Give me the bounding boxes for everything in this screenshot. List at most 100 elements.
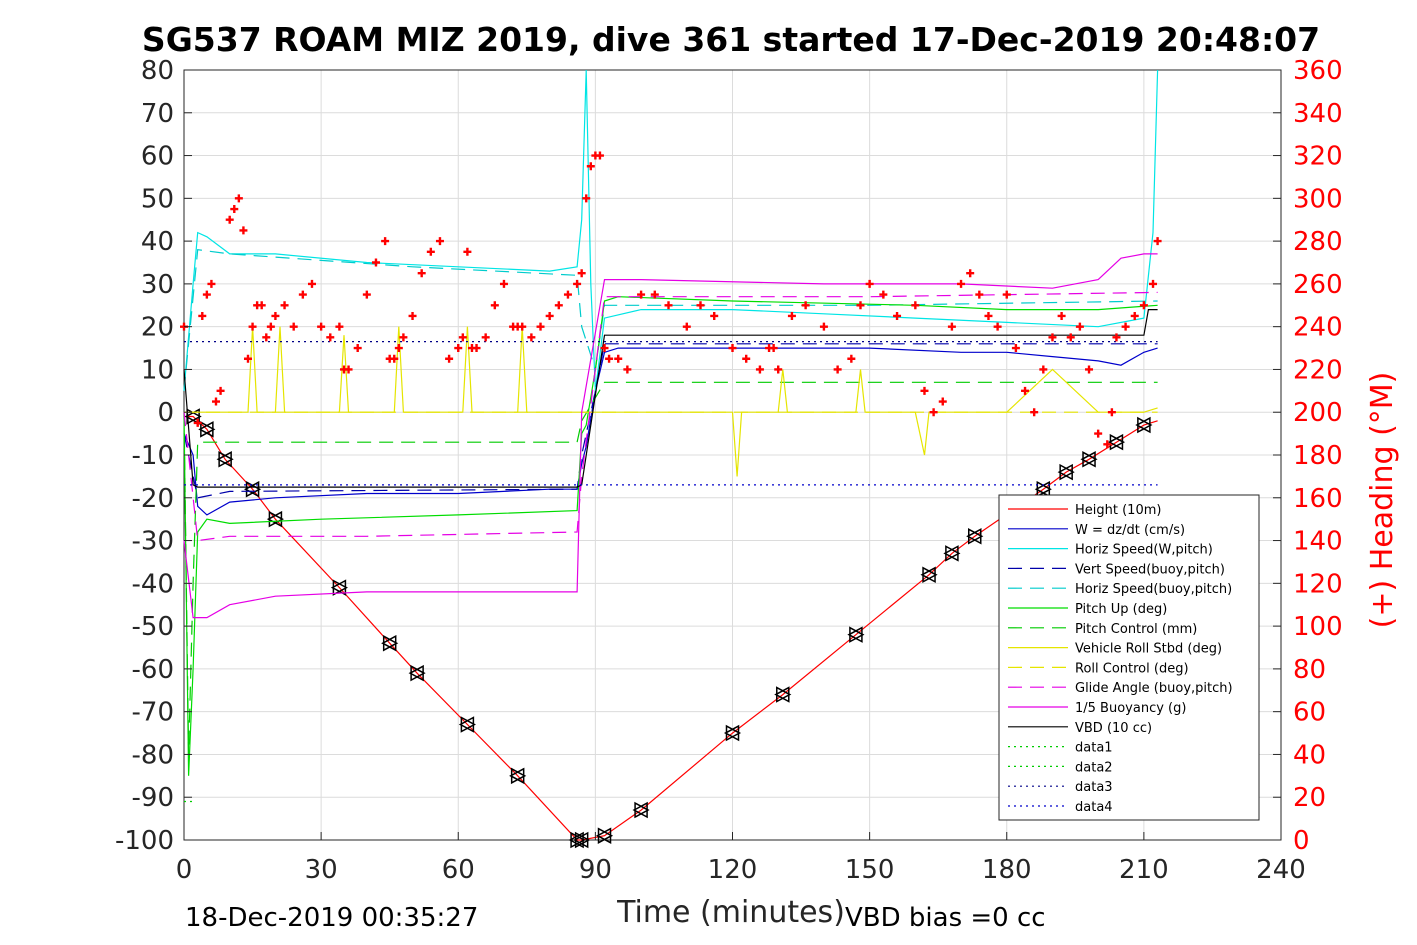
y-right-tick-label: 80 [1293,655,1326,685]
height-marker-left [1080,451,1096,468]
y-right-tick-label: 180 [1293,441,1343,471]
heading-marker [239,226,248,235]
heading-marker [865,279,874,288]
series-line-9 [183,291,1158,542]
height-marker-left [184,408,200,425]
y-right-tick-label: 340 [1293,99,1343,129]
heading-marker [586,162,595,171]
legend-label: Vehicle Roll Stbd (deg) [1075,642,1222,657]
heading-marker [1107,408,1116,417]
heading-marker [362,290,371,299]
y-tick-label: -30 [132,527,174,557]
legend-label: Pitch Up (deg) [1075,602,1167,617]
y-tick-label: -40 [132,569,174,599]
y-right-tick-label: 40 [1293,740,1326,770]
y-right-tick-label: 360 [1293,56,1343,86]
heading-marker [1153,237,1162,246]
x-axis-label: Time (minutes) [616,895,845,930]
height-marker-left [266,510,283,528]
heading-marker [518,322,527,331]
heading-marker [458,333,467,342]
legend-label: data1 [1075,741,1113,756]
y-tick-label: -80 [132,740,174,770]
heading-marker [198,311,207,320]
x-tick-label: 60 [442,855,475,885]
heading-marker [216,386,225,395]
heading-marker [957,279,966,288]
y-tick-label: -20 [132,484,174,514]
heading-marker [696,301,705,310]
heading-marker [833,365,842,374]
height-marker-left [1107,433,1124,451]
legend-label: Vert Speed(buoy,pitch) [1075,562,1225,577]
heading-marker [577,269,586,278]
series-line-4 [183,249,1158,391]
heading-marker [605,354,614,363]
y-tick-label: -90 [132,783,174,813]
legend-label: Height (10m) [1075,503,1161,518]
heading-marker [307,279,316,288]
x-tick-label: 240 [1256,855,1306,885]
x-tick-label: 180 [982,855,1032,885]
legend-label: data2 [1075,760,1113,775]
heading-marker [710,311,719,320]
legend-label: Horiz Speed(W,pitch) [1075,543,1213,558]
heading-marker [481,333,490,342]
legend-label: Horiz Speed(buoy,pitch) [1075,582,1232,597]
heading-marker [1121,322,1130,331]
x-tick-label: 210 [1119,855,1169,885]
height-marker-left [458,716,475,733]
heading-marker [911,301,920,310]
heading-marker [929,408,938,417]
heading-marker [390,354,399,363]
heading-marker [266,322,275,331]
heading-marker [536,322,545,331]
heading-marker [1002,290,1011,299]
heading-marker [230,205,239,214]
y-right-tick-label: 320 [1293,142,1343,172]
heading-marker [1030,408,1039,417]
y-right-tick-label: 100 [1293,612,1343,642]
heading-marker [573,279,582,288]
y-right-tick-label: 0 [1293,826,1310,856]
y-tick-label: 30 [141,270,174,300]
heading-marker [856,301,865,310]
chart-title: SG537 ROAM MIZ 2019, dive 361 started 17… [142,20,1320,59]
y-tick-label: -60 [132,655,174,685]
heading-marker [271,311,280,320]
heading-marker [774,365,783,374]
heading-marker [920,386,929,395]
heading-marker [353,344,362,353]
y-ticks-right: 3603403203002802602402202001801601401201… [1273,56,1343,856]
y-tick-label: -70 [132,698,174,728]
heading-marker [966,269,975,278]
heading-marker [1085,365,1094,374]
height-marker-left [1057,463,1073,481]
height-marker-left [723,724,740,742]
height-marker-left [243,480,260,498]
heading-marker [408,311,417,320]
heading-marker [947,322,956,331]
series-line-3 [183,343,1158,499]
heading-marker [1066,333,1075,342]
height-marker-left [381,634,397,652]
footer-vbd-bias: VBD bias =0 cc [845,903,1046,933]
heading-marker [1130,311,1139,320]
x-tick-label: 30 [305,855,338,885]
heading-marker [262,333,271,342]
heading-marker [1094,429,1103,438]
heading-marker [399,333,408,342]
y-right-tick-label: 160 [1293,484,1343,514]
heading-marker [847,354,856,363]
heading-marker [742,354,751,363]
heading-marker [248,322,257,331]
heading-marker [728,344,737,353]
heading-marker [801,301,810,310]
heading-marker [1149,279,1158,288]
heading-marker [614,354,623,363]
heading-marker [975,290,984,299]
y-right-tick-label: 220 [1293,355,1343,385]
heading-marker [344,365,353,374]
heading-marker [202,290,211,299]
y-tick-label: 60 [141,142,174,172]
